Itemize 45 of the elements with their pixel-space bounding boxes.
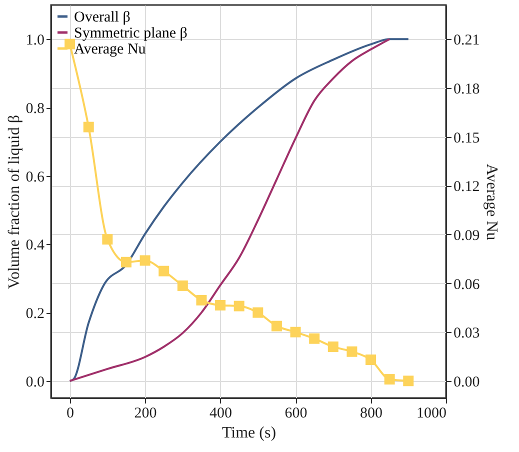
y2-axis-title: Average Nu xyxy=(482,164,500,240)
point xyxy=(384,374,395,385)
point xyxy=(102,234,113,245)
point xyxy=(252,307,264,318)
x-tick-label: 400 xyxy=(210,406,232,422)
point xyxy=(271,320,282,332)
y2-tick-label: 0.06 xyxy=(454,276,480,293)
x-tick-label: 600 xyxy=(284,406,308,422)
legend-label: Overall β xyxy=(74,10,130,26)
point xyxy=(403,376,414,386)
point xyxy=(215,300,226,310)
point xyxy=(64,38,76,50)
point xyxy=(177,280,188,291)
point xyxy=(366,354,376,365)
y-tick-label: 0.2 xyxy=(26,306,44,322)
y2-tick-label: 0.21 xyxy=(454,32,480,49)
y2-tick-label: 0.18 xyxy=(454,81,480,98)
point xyxy=(234,300,244,312)
x-tick-label: 200 xyxy=(134,406,157,422)
point xyxy=(140,255,150,266)
y-tick-label: 0.6 xyxy=(26,169,45,186)
legend-label: Symmetric plane β xyxy=(74,26,188,42)
x-tick-label: 0 xyxy=(66,406,74,422)
y2-tick-label: 0.09 xyxy=(454,228,480,244)
y-axis-title: Volume fraction of liquid β xyxy=(6,114,23,290)
y-tick-label: 0.4 xyxy=(26,238,45,254)
y-tick-label: 0.8 xyxy=(26,101,44,118)
point xyxy=(196,294,207,306)
y-tick-label: 0.0 xyxy=(26,374,44,390)
point xyxy=(290,326,301,338)
point xyxy=(158,266,170,276)
legend-label: Average Nu xyxy=(74,42,146,58)
point xyxy=(309,333,320,344)
point xyxy=(346,346,358,357)
y-tick-label: 1.0 xyxy=(26,32,44,49)
point xyxy=(83,122,94,132)
y2-tick-label: 0.00 xyxy=(454,374,480,390)
x-tick-label: 1000 xyxy=(416,406,446,422)
point xyxy=(120,256,132,268)
x-tick-label: 800 xyxy=(360,406,383,422)
y2-tick-label: 0.12 xyxy=(454,179,480,196)
point xyxy=(328,341,338,352)
x-axis-title: Time (s) xyxy=(222,424,276,442)
y2-tick-label: 0.03 xyxy=(454,326,480,342)
y2-tick-label: 0.15 xyxy=(454,130,480,146)
